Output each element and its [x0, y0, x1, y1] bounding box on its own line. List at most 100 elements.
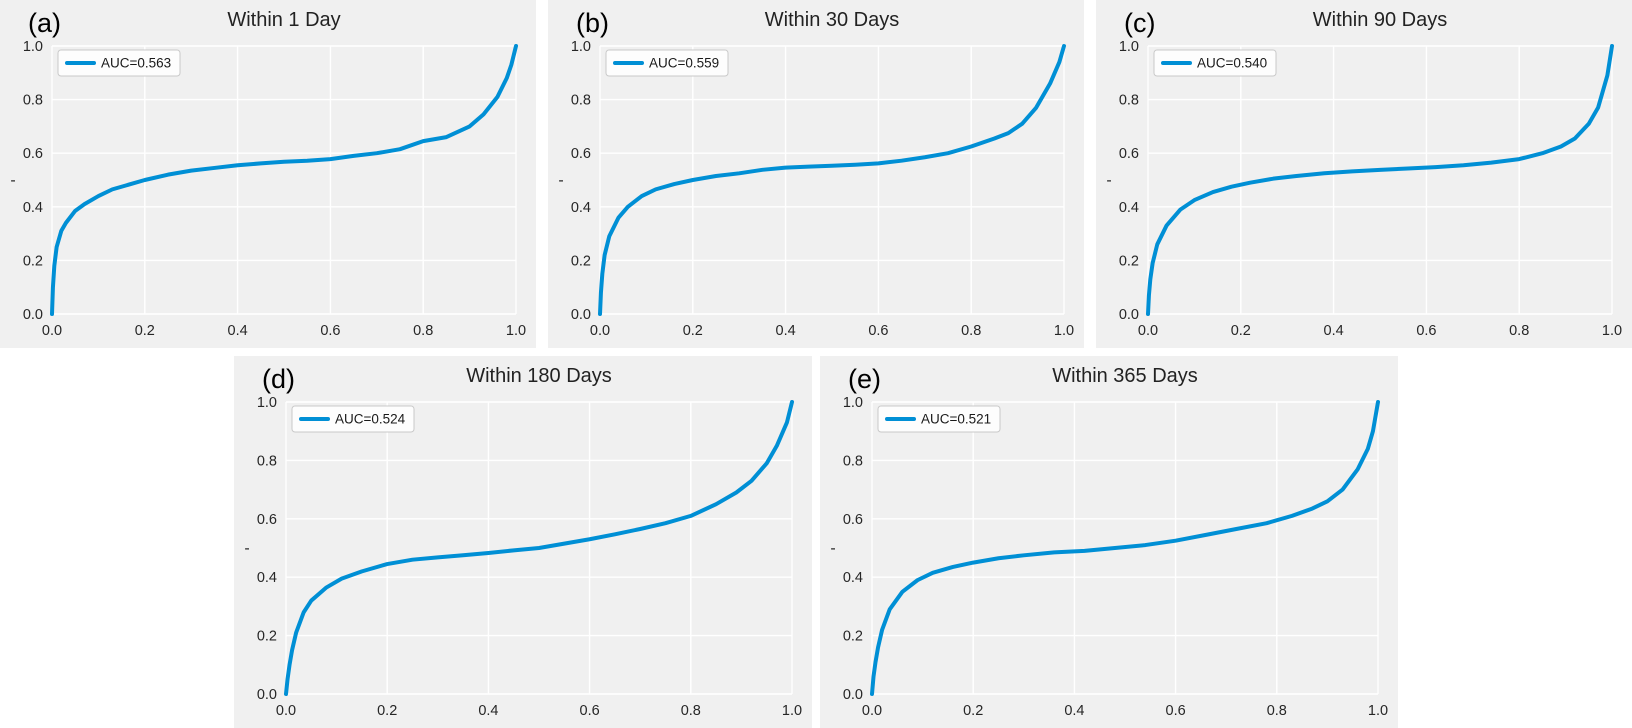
subplot-c: 0.0 0.2 0.4 0.6 0.8 1.0 0.0 0.2 0.4 0.6 0.8 1.0 - Wit… [1096, 0, 1632, 348]
y-tick-label: 0.6 [23, 146, 43, 162]
x-tick-label: 0.8 [1509, 323, 1529, 339]
plot-area: 0.0 0.2 0.4 0.6 0.8 1.0 0.0 0.2 0.4 0.6 0.8 1.0 - Wit… [10, 8, 526, 339]
legend-label: AUC=0.521 [921, 412, 991, 427]
x-tick-label: 0.2 [683, 323, 703, 339]
legend-label: AUC=0.524 [335, 412, 406, 427]
y-tick-label: 0.8 [1119, 93, 1139, 109]
x-tick-label: 1.0 [782, 703, 802, 719]
x-tick-label: 0.2 [963, 703, 983, 719]
roc-curve-path [598, 44, 1066, 316]
legend-box [605, 49, 729, 77]
legend: AUC=0.540 [1153, 49, 1277, 77]
y-tick-label: 0.6 [257, 512, 277, 528]
y-tick-label: 0.4 [843, 570, 863, 586]
x-tick-label: 0.6 [580, 703, 600, 719]
chart-title: Within 180 Days [466, 365, 612, 387]
panel-label: (c) [1124, 8, 1155, 38]
x-tick-label: 1.0 [1368, 703, 1388, 719]
x-tick-label: 0.4 [228, 323, 248, 339]
x-tick-label: 0.2 [377, 703, 397, 719]
figure-row-bottom: 0.0 0.2 0.4 0.6 0.8 1.0 0.0 0.2 0.4 0.6 0.8 1.0 - Wit… [0, 356, 1632, 728]
y-tick-label: 0.4 [257, 570, 277, 586]
x-tick-label: 1.0 [506, 323, 526, 339]
panel-label: (e) [848, 364, 881, 394]
x-tick-label: 0.8 [413, 323, 433, 339]
y-tick-label: 0.8 [23, 93, 43, 109]
chart-title: Within 1 Day [227, 9, 340, 31]
y-tick-label: 0.8 [571, 93, 591, 109]
legend: AUC=0.521 [877, 405, 1001, 433]
x-tick-label: 0.8 [1267, 703, 1287, 719]
panel-label: (b) [576, 8, 609, 38]
legend-label: AUC=0.559 [649, 56, 719, 71]
x-tick-label: 0.4 [478, 703, 498, 719]
x-tick-label: 1.0 [1602, 323, 1622, 339]
legend-label: AUC=0.563 [101, 56, 171, 71]
y-tick-label: 0.0 [571, 307, 591, 323]
x-tick-label: 0.8 [681, 703, 701, 719]
x-tick-label: 0.0 [862, 703, 882, 719]
x-tick-label: 0.0 [590, 323, 610, 339]
roc-curve-path [50, 44, 518, 316]
x-tick-label: 0.2 [1231, 323, 1251, 339]
y-axis-label-mark: - [1106, 172, 1111, 189]
x-tick-label: 1.0 [1054, 323, 1074, 339]
legend: AUC=0.524 [291, 405, 415, 433]
y-tick-label: 0.6 [1119, 146, 1139, 162]
x-tick-label: 0.4 [1064, 703, 1084, 719]
x-tick-label: 0.8 [961, 323, 981, 339]
y-tick-label: 0.2 [843, 629, 863, 645]
y-tick-label: 0.0 [843, 687, 863, 703]
y-axis-label-mark: - [830, 540, 835, 557]
roc-curve-path [284, 400, 794, 696]
x-tick-label: 0.4 [776, 323, 796, 339]
y-axis-label-mark: - [10, 172, 15, 189]
x-tick-label: 0.6 [1166, 703, 1186, 719]
plot-area: 0.0 0.2 0.4 0.6 0.8 1.0 0.0 0.2 0.4 0.6 0.8 1.0 - Wit… [558, 8, 1074, 339]
y-tick-label: 0.0 [1119, 307, 1139, 323]
y-tick-label: 0.0 [257, 687, 277, 703]
y-tick-label: 0.2 [23, 253, 43, 269]
chart-title: Within 30 Days [765, 9, 900, 31]
y-tick-label: 1.0 [571, 39, 591, 55]
y-tick-label: 1.0 [23, 39, 43, 55]
y-tick-label: 1.0 [257, 395, 277, 411]
figure-row-top: 0.0 0.2 0.4 0.6 0.8 1.0 0.0 0.2 0.4 0.6 0.8 1.0 - Wit… [0, 0, 1632, 348]
legend: AUC=0.563 [57, 49, 181, 77]
y-tick-label: 1.0 [1119, 39, 1139, 55]
plot-area: 0.0 0.2 0.4 0.6 0.8 1.0 0.0 0.2 0.4 0.6 0.8 1.0 - Wit… [830, 364, 1388, 719]
panel-label: (a) [28, 8, 61, 38]
y-tick-label: 0.8 [257, 453, 277, 469]
y-axis-label-mark: - [244, 540, 249, 557]
plot-area: 0.0 0.2 0.4 0.6 0.8 1.0 0.0 0.2 0.4 0.6 0.8 1.0 - Wit… [1106, 8, 1622, 339]
y-axis-label-mark: - [558, 172, 563, 189]
subplot-b: 0.0 0.2 0.4 0.6 0.8 1.0 0.0 0.2 0.4 0.6 0.8 1.0 - Wit… [548, 0, 1084, 348]
y-tick-label: 0.2 [571, 253, 591, 269]
x-tick-label: 0.6 [320, 323, 340, 339]
y-tick-label: 0.2 [1119, 253, 1139, 269]
legend-label: AUC=0.540 [1197, 56, 1267, 71]
chart-title: Within 90 Days [1313, 9, 1448, 31]
y-tick-label: 0.4 [1119, 200, 1139, 216]
y-tick-label: 1.0 [843, 395, 863, 411]
y-tick-label: 0.0 [23, 307, 43, 323]
panel-label: (d) [262, 364, 295, 394]
legend-box [877, 405, 1001, 433]
roc-curve-path [1146, 44, 1614, 316]
subplot-a: 0.0 0.2 0.4 0.6 0.8 1.0 0.0 0.2 0.4 0.6 0.8 1.0 - Wit… [0, 0, 536, 348]
x-tick-label: 0.0 [1138, 323, 1158, 339]
chart-title: Within 365 Days [1052, 365, 1198, 387]
plot-area: 0.0 0.2 0.4 0.6 0.8 1.0 0.0 0.2 0.4 0.6 0.8 1.0 - Wit… [244, 364, 802, 719]
x-tick-label: 0.6 [868, 323, 888, 339]
legend-box [57, 49, 181, 77]
y-tick-label: 0.4 [23, 200, 43, 216]
y-tick-label: 0.6 [843, 512, 863, 528]
subplot-d: 0.0 0.2 0.4 0.6 0.8 1.0 0.0 0.2 0.4 0.6 0.8 1.0 - Wit… [234, 356, 812, 728]
y-tick-label: 0.2 [257, 629, 277, 645]
x-tick-label: 0.2 [135, 323, 155, 339]
x-tick-label: 0.6 [1416, 323, 1436, 339]
legend-box [291, 405, 415, 433]
y-tick-label: 0.6 [571, 146, 591, 162]
x-tick-label: 0.0 [42, 323, 62, 339]
